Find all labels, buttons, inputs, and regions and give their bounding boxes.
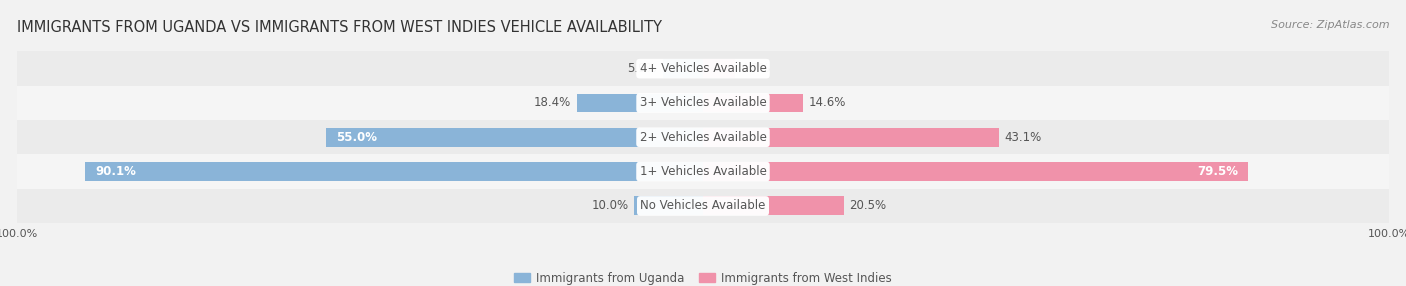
Text: Source: ZipAtlas.com: Source: ZipAtlas.com xyxy=(1271,20,1389,30)
Text: 43.1%: 43.1% xyxy=(1004,131,1042,144)
Bar xyxy=(576,94,703,112)
Bar xyxy=(703,196,844,215)
Text: 20.5%: 20.5% xyxy=(849,199,886,212)
Text: 2+ Vehicles Available: 2+ Vehicles Available xyxy=(640,131,766,144)
Bar xyxy=(703,162,1249,181)
Bar xyxy=(17,51,1389,86)
Bar xyxy=(17,154,1389,189)
Bar xyxy=(17,120,1389,154)
Bar xyxy=(703,94,803,112)
Text: 55.0%: 55.0% xyxy=(336,131,377,144)
Text: 18.4%: 18.4% xyxy=(534,96,571,110)
Bar xyxy=(17,86,1389,120)
Bar xyxy=(703,59,735,78)
Text: IMMIGRANTS FROM UGANDA VS IMMIGRANTS FROM WEST INDIES VEHICLE AVAILABILITY: IMMIGRANTS FROM UGANDA VS IMMIGRANTS FRO… xyxy=(17,20,662,35)
Bar xyxy=(84,162,703,181)
Text: 14.6%: 14.6% xyxy=(808,96,846,110)
Bar xyxy=(17,189,1389,223)
Text: 4.7%: 4.7% xyxy=(741,62,770,75)
Text: 3+ Vehicles Available: 3+ Vehicles Available xyxy=(640,96,766,110)
Text: 79.5%: 79.5% xyxy=(1197,165,1239,178)
Text: 5.9%: 5.9% xyxy=(627,62,657,75)
Text: No Vehicles Available: No Vehicles Available xyxy=(640,199,766,212)
Legend: Immigrants from Uganda, Immigrants from West Indies: Immigrants from Uganda, Immigrants from … xyxy=(509,267,897,286)
Text: 90.1%: 90.1% xyxy=(96,165,136,178)
Text: 4+ Vehicles Available: 4+ Vehicles Available xyxy=(640,62,766,75)
Text: 10.0%: 10.0% xyxy=(592,199,628,212)
Bar xyxy=(662,59,703,78)
Bar xyxy=(703,128,998,147)
Bar xyxy=(326,128,703,147)
Text: 1+ Vehicles Available: 1+ Vehicles Available xyxy=(640,165,766,178)
Bar xyxy=(634,196,703,215)
